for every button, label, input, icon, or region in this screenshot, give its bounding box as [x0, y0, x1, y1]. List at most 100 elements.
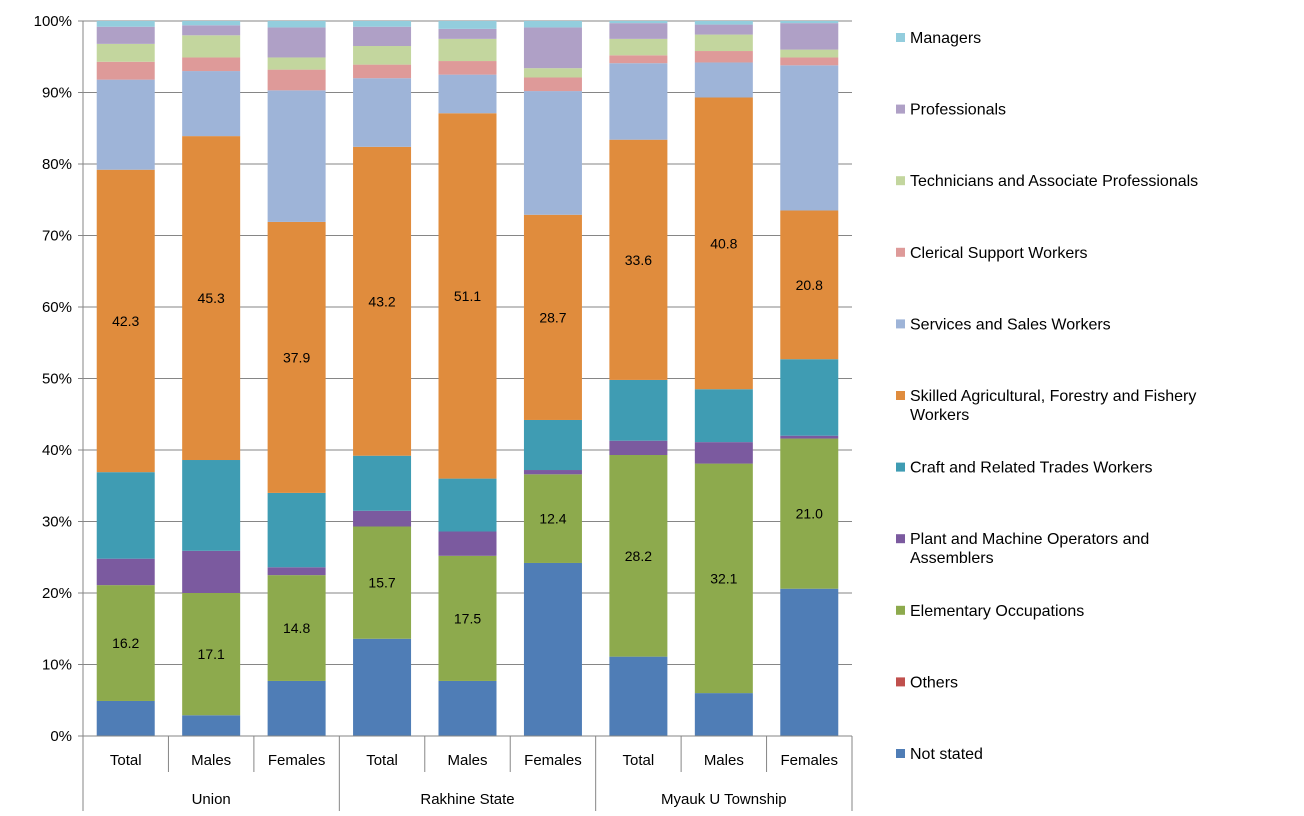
data-label: 14.8 — [283, 620, 310, 636]
bar-segment — [609, 55, 668, 64]
bar-segment — [96, 26, 155, 44]
bar-segment — [438, 21, 497, 29]
bar-segment — [267, 575, 326, 681]
data-labels: 16.2 42.3 17.1 45.3 14.8 37.9 15.7 43.2 17.5 51.1… — [112, 235, 823, 662]
x-category-label: Total — [110, 752, 142, 769]
legend-swatch — [896, 33, 905, 42]
bar-segment — [96, 79, 155, 170]
legend-swatch — [896, 749, 905, 758]
bar-segment — [438, 531, 497, 556]
axes: 0% 10% 20% 30% 40% 50% 60% 70% 80% 90% 100% Total Ma… — [34, 13, 853, 811]
y-tick-label: 100% — [34, 13, 72, 30]
x-category-label: Males — [704, 752, 744, 769]
data-label: 15.7 — [368, 575, 395, 591]
bars — [96, 21, 839, 736]
y-tick-label: 40% — [42, 442, 72, 459]
bar-segment — [438, 38, 497, 62]
bar-segment — [182, 57, 241, 72]
data-label: 12.4 — [539, 511, 566, 527]
bar-segment — [182, 550, 241, 593]
data-label: 17.1 — [198, 646, 225, 662]
bar-segment — [267, 69, 326, 91]
bar-segment — [780, 49, 839, 58]
legend-swatch — [896, 462, 905, 472]
bar-segment — [523, 214, 582, 420]
bar-segment — [353, 21, 412, 27]
bar-segment — [609, 379, 668, 441]
data-label: 17.5 — [454, 610, 481, 626]
y-tick-label: 60% — [42, 299, 72, 316]
bar-segment — [353, 64, 412, 79]
data-label: 43.2 — [368, 293, 395, 309]
legend-label: Clerical Support Workers — [910, 245, 1088, 262]
bar-segment — [353, 638, 412, 736]
bar-segment — [96, 585, 155, 701]
bar-segment — [267, 221, 326, 493]
bar-segment — [780, 23, 839, 50]
bar-segment — [523, 27, 582, 69]
legend-label: Others — [910, 674, 958, 691]
bar-segment — [267, 57, 326, 70]
bar-segment — [353, 526, 412, 639]
bar-segment — [780, 65, 839, 211]
x-group-label: Myauk U Township — [661, 791, 787, 808]
bar-segment — [96, 558, 155, 586]
legend-label: Professionals — [910, 102, 1006, 119]
x-category-label: Females — [268, 752, 326, 769]
legend-swatch — [896, 605, 905, 615]
data-label: 33.6 — [625, 252, 652, 268]
legend-label: Elementary Occupations — [910, 603, 1084, 620]
y-tick-label: 10% — [42, 657, 72, 674]
x-category-label: Total — [623, 752, 655, 769]
legend-label: Services and Sales Workers — [910, 316, 1111, 333]
bar-segment — [609, 139, 668, 380]
bar-segment — [694, 21, 753, 25]
legend-swatch — [896, 104, 905, 114]
bar-segment — [182, 593, 241, 716]
bar-segment — [609, 440, 668, 456]
bar-segment — [267, 680, 326, 736]
bar-segment — [694, 34, 753, 52]
bar-segment — [182, 460, 241, 551]
bar-segment — [353, 78, 412, 147]
legend-label: Not stated — [910, 746, 983, 763]
bar-segment — [438, 61, 497, 75]
bar-segment — [182, 715, 241, 736]
x-category-label: Females — [781, 752, 839, 769]
bar-segment — [694, 51, 753, 63]
x-group-label: Rakhine State — [420, 791, 514, 808]
x-category-label: Females — [524, 752, 582, 769]
bar-segment — [353, 146, 412, 456]
y-tick-label: 70% — [42, 228, 72, 245]
bar-segment — [438, 113, 497, 479]
legend-swatch — [896, 247, 905, 257]
bar-segment — [438, 74, 497, 114]
data-label: 28.7 — [539, 309, 566, 325]
bar-segment — [353, 510, 412, 527]
legend-swatch — [896, 319, 905, 329]
legend-swatch — [896, 534, 905, 544]
bar-segment — [96, 700, 155, 736]
bar-segment — [694, 62, 753, 98]
bar-segment — [609, 23, 668, 39]
data-label: 21.0 — [796, 506, 823, 522]
bar-segment — [694, 24, 753, 35]
bar-segment — [182, 136, 241, 461]
bar-segment — [182, 25, 241, 36]
bar-segment — [780, 21, 839, 24]
bar-segment — [523, 474, 582, 563]
bar-segment — [780, 588, 839, 736]
legend-label: Skilled Agricultural, Forestry and Fishe… — [910, 388, 1196, 405]
bar-segment — [523, 68, 582, 78]
legend-label: Plant and Machine Operators and — [910, 531, 1149, 548]
legend-swatch — [896, 391, 905, 400]
legend-swatch — [896, 677, 905, 687]
bar-segment — [267, 27, 326, 58]
legend-label: Assemblers — [910, 550, 994, 567]
legend-swatch — [896, 176, 905, 186]
bar-segment — [694, 442, 753, 464]
y-tick-label: 90% — [42, 85, 72, 102]
bar-segment — [182, 35, 241, 58]
bar-segment — [780, 359, 839, 436]
